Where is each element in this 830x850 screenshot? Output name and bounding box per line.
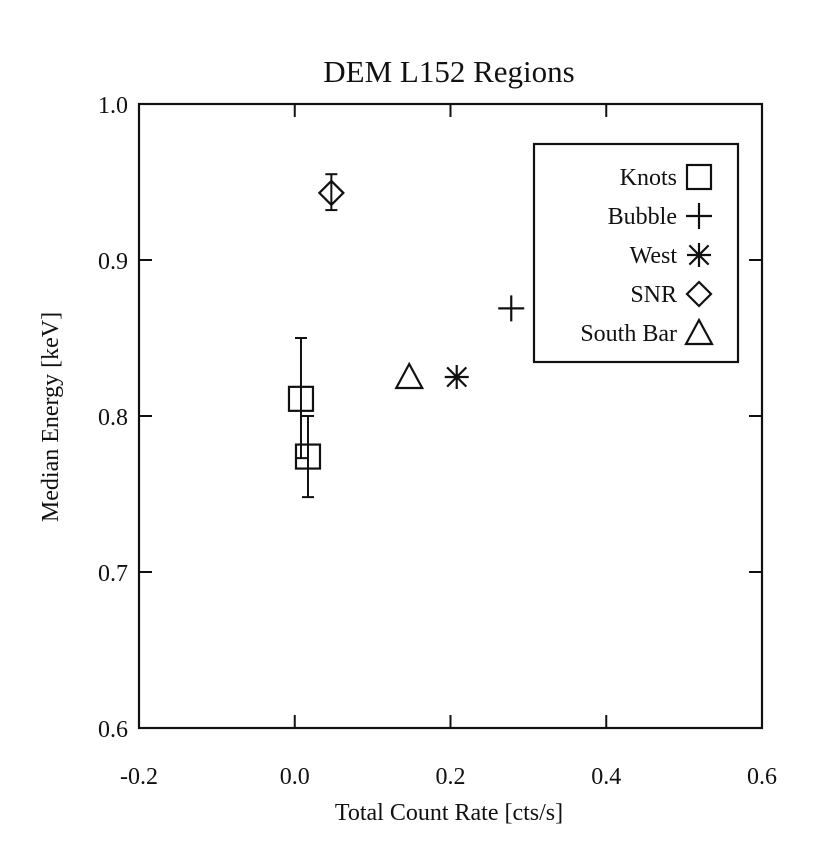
plot-frame — [137, 102, 764, 730]
x-axis-label: Total Count Rate [cts/s] — [335, 800, 563, 826]
plus-marker — [498, 295, 525, 322]
series-knots — [287, 337, 322, 499]
y-tick-label: 0.8 — [98, 405, 128, 431]
legend-label: West — [630, 243, 678, 269]
triangle-marker — [684, 317, 714, 346]
y-axis-label: Median Energy [keV] — [38, 312, 64, 522]
axis-ticks: -0.2 0.0 0.2 0.4 0.6 0.6 0.7 0.8 0.9 1.0 — [98, 93, 777, 790]
series-south-bar — [394, 361, 425, 390]
asterisk-marker — [444, 365, 469, 389]
legend-label: Knots — [620, 165, 677, 191]
data-points — [287, 173, 525, 499]
x-tick-label: 0.2 — [436, 764, 466, 790]
legend: Knots Bubble West SNR South Bar — [532, 142, 740, 364]
x-tick-label: 0.0 — [280, 764, 310, 790]
legend-label: SNR — [630, 282, 677, 308]
y-tick-label: 1.0 — [98, 93, 128, 119]
x-tick-label: 0.6 — [747, 764, 777, 790]
legend-label: Bubble — [608, 204, 677, 230]
diamond-marker — [317, 179, 345, 207]
square-marker — [685, 163, 713, 191]
square-marker — [294, 443, 322, 470]
asterisk-marker — [687, 243, 711, 267]
triangle-marker — [394, 361, 425, 390]
y-tick-label: 0.6 — [98, 717, 128, 743]
diamond-marker — [685, 280, 713, 308]
series-west — [444, 365, 469, 389]
chart-title: DEM L152 Regions — [323, 54, 574, 89]
series-bubble — [498, 295, 525, 322]
legend-box — [532, 142, 740, 364]
square-marker — [287, 385, 315, 412]
legend-label: South Bar — [580, 321, 677, 347]
y-tick-label: 0.9 — [98, 249, 128, 275]
x-tick-label: 0.4 — [591, 764, 621, 790]
series-snr — [317, 173, 345, 212]
y-tick-label: 0.7 — [98, 561, 128, 587]
plus-marker — [686, 203, 712, 229]
x-tick-label: -0.2 — [120, 764, 158, 790]
